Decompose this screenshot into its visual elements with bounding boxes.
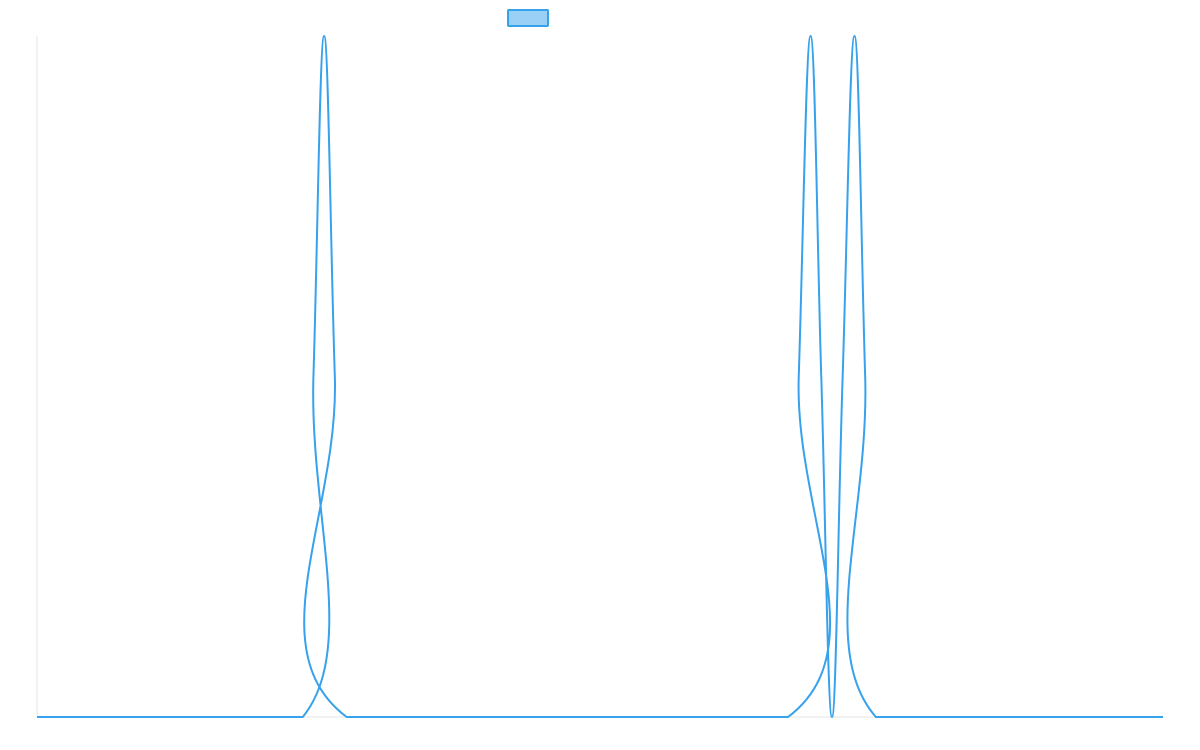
- legend[interactable]: [507, 9, 549, 27]
- series-group: [36, 35, 1163, 719]
- series-line-0[interactable]: [36, 35, 1163, 719]
- legend-swatch[interactable]: [507, 9, 549, 27]
